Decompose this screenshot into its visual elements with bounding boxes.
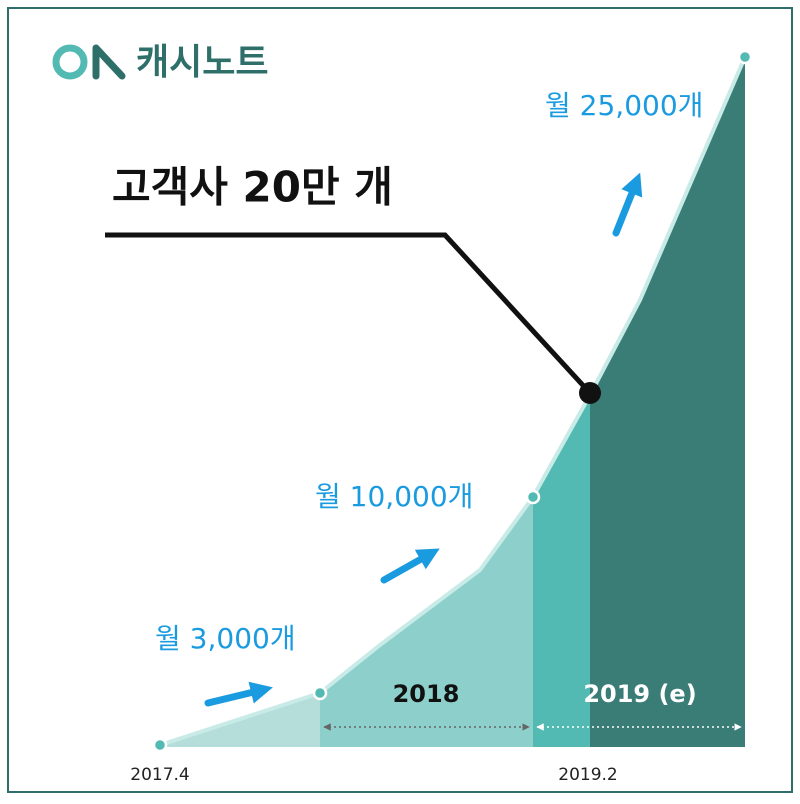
growth-area bbox=[152, 49, 753, 753]
logo: 캐시노트 bbox=[52, 42, 268, 83]
milestone-label: 월 3,000개 bbox=[155, 622, 296, 655]
callout-dot bbox=[579, 382, 601, 404]
period-label: 2019 (e) bbox=[583, 680, 696, 708]
milestone-label: 월 25,000개 bbox=[545, 89, 703, 122]
frame bbox=[7, 7, 793, 793]
headline: 고객사 20만 개 bbox=[112, 163, 393, 212]
growth-arrows bbox=[204, 172, 643, 707]
callout-line bbox=[105, 232, 592, 395]
milestone-label: 월 10,000개 bbox=[315, 480, 473, 513]
date-label: 2017.4 bbox=[130, 765, 189, 785]
date-label: 2019.2 bbox=[558, 765, 617, 785]
period-label: 2018 bbox=[393, 680, 460, 708]
logo-text: 캐시노트 bbox=[136, 42, 268, 83]
